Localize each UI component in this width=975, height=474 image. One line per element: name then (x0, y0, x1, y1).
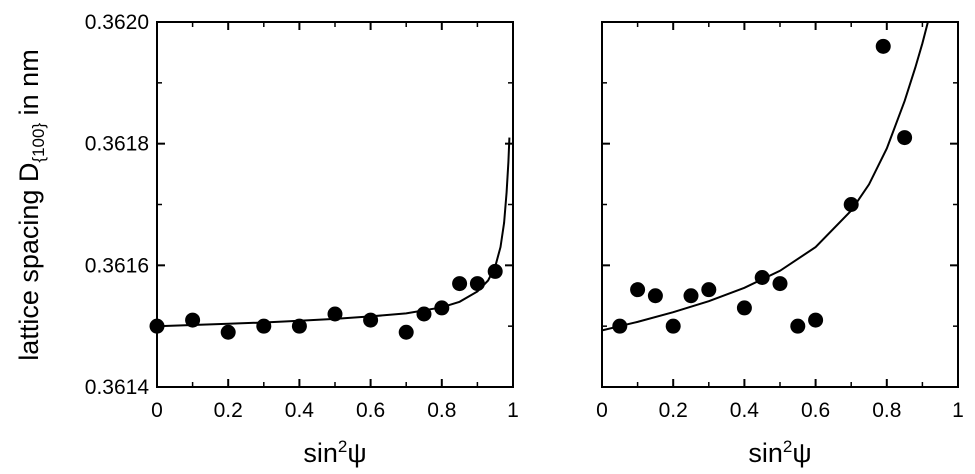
data-point (736, 300, 752, 316)
x-tick-label: 0.4 (730, 399, 760, 422)
data-point (790, 318, 806, 334)
x-tick-label: 0.6 (801, 399, 830, 422)
fit-curve (602, 22, 929, 332)
right-x-axis-title-sin: sin (748, 438, 783, 468)
data-point (647, 288, 663, 304)
data-point (256, 318, 272, 334)
data-point (149, 318, 165, 334)
x-tick-label: 0.6 (356, 399, 385, 422)
right-x-axis-title-psi: ψ (792, 438, 811, 468)
data-point (612, 318, 628, 334)
y-tick-label: 0.3620 (85, 11, 149, 34)
data-point (291, 318, 307, 334)
fit-curve (157, 137, 511, 328)
x-tick-label: 0 (151, 399, 163, 422)
data-point (665, 318, 681, 334)
data-point (875, 38, 891, 54)
data-point (630, 282, 646, 298)
x-tick-label: 0.2 (659, 399, 688, 422)
left-x-axis-title-sin: sin (303, 438, 338, 468)
left-x-axis-title: sin2ψ (303, 437, 366, 468)
right-plot-frame (601, 21, 959, 388)
y-axis-title-subscript: {100} (29, 123, 48, 163)
data-point (772, 276, 788, 292)
left-points (149, 263, 503, 340)
right-plot-panel: 0 0.2 0.4 0.6 0.8 1 sin2ψ (596, 21, 964, 468)
right-x-axis-title-sup: 2 (783, 437, 792, 456)
data-point (398, 324, 414, 340)
data-point (327, 306, 343, 322)
y-tick-label: 0.3618 (85, 133, 149, 156)
x-tick-label: 0.8 (872, 399, 901, 422)
left-x-axis-title-psi: ψ (347, 438, 366, 468)
right-fit-curve-group (602, 22, 929, 332)
data-point (897, 130, 913, 146)
data-point (363, 312, 379, 328)
data-point (808, 312, 824, 328)
y-tick-label: 0.3616 (85, 254, 149, 277)
right-ticks: 0 0.2 0.4 0.6 0.8 1 (596, 21, 964, 422)
data-point (843, 197, 859, 212)
y-axis-title-main: lattice spacing D (14, 163, 44, 361)
data-point (434, 300, 450, 316)
data-point (220, 324, 236, 340)
y-tick-label: 0.3614 (85, 376, 150, 399)
data-point (701, 282, 717, 298)
data-point (469, 276, 485, 292)
data-point (452, 276, 468, 292)
data-point (683, 288, 699, 304)
x-tick-label: 1 (507, 399, 519, 422)
left-plot-panel: 0 0.2 0.4 0.6 0.8 1 0.3614 0.3616 0.3618 0.3620 s… (85, 11, 519, 468)
x-tick-label: 0.8 (427, 399, 456, 422)
data-point (416, 306, 432, 322)
data-point (487, 263, 503, 279)
x-tick-label: 0 (596, 399, 608, 422)
x-tick-label: 0.4 (285, 399, 315, 422)
data-point (754, 270, 770, 285)
data-point (185, 312, 201, 328)
x-tick-label: 1 (952, 399, 964, 422)
left-ticks: 0 0.2 0.4 0.6 0.8 1 0.3614 0.3616 0.3618 0.3620 (85, 11, 519, 422)
left-plot-frame (156, 21, 514, 388)
left-fit-curve-group (157, 137, 511, 328)
y-axis-title-unit: in nm (14, 49, 44, 123)
y-axis-title: lattice spacing D{100} in nm (14, 49, 48, 360)
left-x-axis-title-sup: 2 (338, 437, 347, 456)
right-points (612, 38, 913, 334)
right-x-axis-title: sin2ψ (748, 437, 811, 468)
x-tick-label: 0.2 (214, 399, 243, 422)
